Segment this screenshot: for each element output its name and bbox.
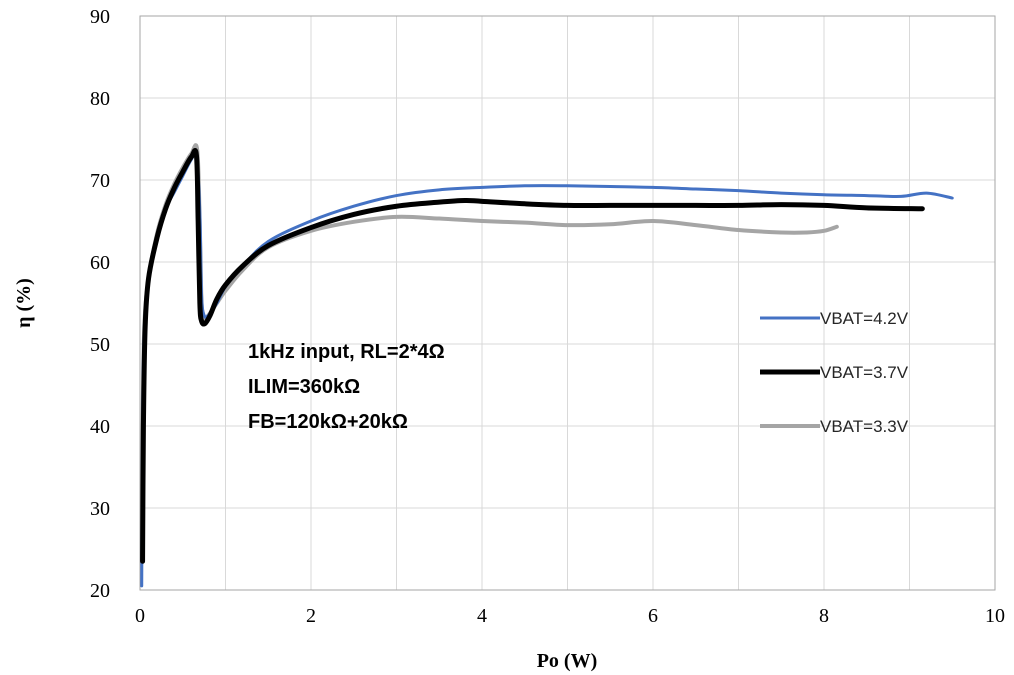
x-tick-label: 10 [985, 605, 1005, 627]
x-tick-label: 4 [477, 605, 487, 627]
x-tick-label: 0 [135, 605, 145, 627]
plot-area-frame [139, 15, 996, 591]
x-tick-labels: 0 2 4 6 8 10 [135, 605, 1005, 627]
annotation-line-1: 1kHz input, RL=2*4Ω [248, 341, 445, 363]
y-tick-label: 40 [90, 416, 110, 438]
y-tick-label: 90 [90, 6, 110, 28]
y-tick-label: 50 [90, 334, 110, 356]
annotation-line-3: FB=120kΩ+20kΩ [248, 411, 408, 433]
y-tick-label: 80 [90, 88, 110, 110]
x-axis-title: Po (W) [537, 650, 598, 672]
x-tick-label: 6 [648, 605, 658, 627]
legend-label-3-7v: VBAT=3.7V [820, 363, 909, 382]
legend-item-4-2v: VBAT=4.2V [760, 309, 909, 328]
annotation-line-2: ILIM=360kΩ [248, 376, 360, 398]
y-tick-label: 20 [90, 580, 110, 602]
legend-label-4-2v: VBAT=4.2V [820, 309, 909, 328]
y-tick-labels: 20 30 40 50 60 70 80 90 [90, 6, 110, 602]
grid-lines [140, 16, 995, 590]
legend-label-3-3v: VBAT=3.3V [820, 417, 909, 436]
annotation-block: 1kHz input, RL=2*4Ω ILIM=360kΩ FB=120kΩ+… [248, 341, 445, 433]
x-tick-label: 2 [306, 605, 316, 627]
y-tick-label: 70 [90, 170, 110, 192]
y-tick-label: 60 [90, 252, 110, 274]
series-line-vbat-3-7v [140, 148, 925, 564]
x-tick-label: 8 [819, 605, 829, 627]
y-axis-title: η (%) [13, 278, 35, 328]
y-tick-label: 30 [90, 498, 110, 520]
legend-item-3-3v: VBAT=3.3V [760, 417, 909, 436]
series-lines [139, 143, 954, 588]
legend-item-3-7v: VBAT=3.7V [760, 363, 909, 382]
legend: VBAT=4.2V VBAT=3.7V VBAT=3.3V [760, 309, 909, 436]
